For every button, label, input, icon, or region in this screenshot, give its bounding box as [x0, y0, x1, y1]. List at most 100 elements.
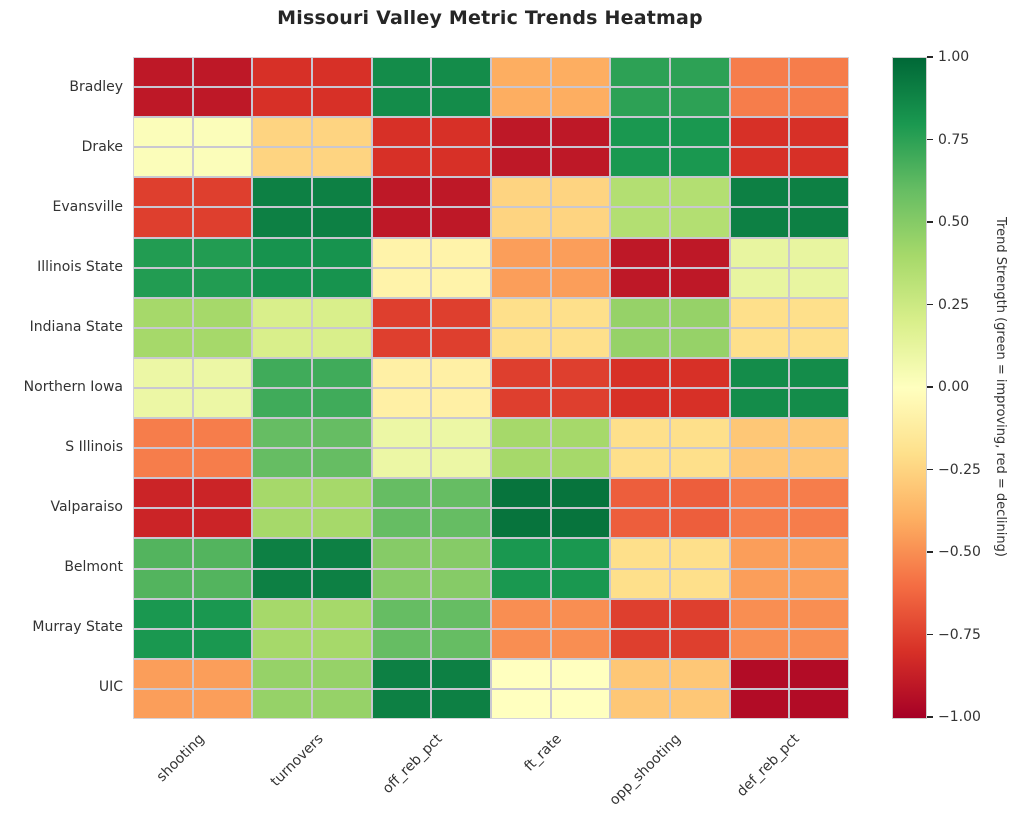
heatmap-cell-Evansville-shooting [193, 178, 252, 207]
heatmap-cell-UIC-def_reb_pct [790, 659, 848, 688]
y-tick-label: Drake [81, 139, 123, 155]
heatmap-cell-Belmont-def_reb_pct [790, 539, 848, 568]
heatmap-cell-Valparaiso-def_reb_pct [730, 509, 789, 538]
y-tick-label: Murray State [32, 619, 123, 635]
heatmap-cell-Indiana State-off_reb_pct [432, 328, 490, 357]
heatmap-cell-Northern Iowa-ft_rate [551, 358, 610, 387]
colorbar-tick-mark [927, 221, 933, 223]
heatmap-cell-Indiana State-def_reb_pct [730, 298, 789, 327]
heatmap-cell-Drake-shooting [134, 118, 192, 147]
heatmap-cell-S Illinois-off_reb_pct [432, 419, 490, 448]
heatmap-cell-UIC-turnovers [313, 689, 371, 718]
heatmap-cell-Belmont-turnovers [253, 569, 311, 598]
heatmap-cell-Drake-ft_rate [492, 118, 550, 147]
heatmap-cell-Northern Iowa-turnovers [313, 358, 371, 387]
heatmap-cell-Drake-opp_shooting [671, 118, 729, 147]
heatmap-cell-Murray State-off_reb_pct [432, 599, 490, 628]
heatmap-cell-Murray State-opp_shooting [611, 599, 669, 628]
heatmap-cell-UIC-shooting [134, 689, 192, 718]
heatmap-cell-S Illinois-opp_shooting [671, 419, 729, 448]
heatmap-cell-Northern Iowa-shooting [134, 389, 192, 418]
heatmap-cell-S Illinois-opp_shooting [611, 449, 669, 478]
heatmap-cell-Murray State-off_reb_pct [432, 629, 490, 658]
heatmap-cell-S Illinois-turnovers [253, 419, 311, 448]
heatmap-cell-Indiana State-ft_rate [492, 328, 550, 357]
heatmap-cell-Bradley-opp_shooting [671, 58, 729, 87]
heatmap-cell-UIC-ft_rate [551, 659, 610, 688]
heatmap-cell-Evansville-turnovers [313, 178, 371, 207]
heatmap-cell-Belmont-shooting [193, 569, 252, 598]
heatmap-cell-Northern Iowa-def_reb_pct [790, 358, 848, 387]
heatmap-cell-Illinois State-def_reb_pct [730, 268, 789, 297]
heatmap-cell-Bradley-def_reb_pct [730, 88, 789, 117]
heatmap-cell-Belmont-shooting [193, 539, 252, 568]
heatmap-cell-Belmont-ft_rate [551, 539, 610, 568]
heatmap-cell-Illinois State-ft_rate [551, 268, 610, 297]
colorbar-tick-label: −0.50 [938, 544, 981, 560]
heatmap-cell-S Illinois-off_reb_pct [372, 419, 431, 448]
heatmap-cell-Bradley-def_reb_pct [790, 58, 848, 87]
heatmap-cell-Drake-off_reb_pct [372, 118, 431, 147]
heatmap-cell-Valparaiso-ft_rate [492, 479, 550, 508]
heatmap-cell-Illinois State-ft_rate [492, 268, 550, 297]
colorbar-tick-mark [927, 56, 933, 58]
colorbar-tick-label: 0.00 [938, 379, 970, 395]
heatmap-cell-Evansville-off_reb_pct [372, 208, 431, 237]
colorbar-tick-mark [927, 716, 933, 718]
heatmap-cell-Evansville-ft_rate [551, 178, 610, 207]
colorbar [892, 57, 927, 719]
heatmap-cell-Drake-ft_rate [551, 118, 610, 147]
heatmap-cell-Illinois State-turnovers [253, 268, 311, 297]
heatmap-cell-Indiana State-shooting [134, 298, 192, 327]
heatmap-cell-Drake-ft_rate [492, 148, 550, 177]
heatmap-cell-Indiana State-def_reb_pct [730, 328, 789, 357]
heatmap-cell-Bradley-turnovers [313, 88, 371, 117]
heatmap-cell-Valparaiso-shooting [134, 509, 192, 538]
heatmap-cell-Bradley-shooting [193, 58, 252, 87]
heatmap-cell-Valparaiso-turnovers [253, 479, 311, 508]
colorbar-tick-label: −0.25 [938, 461, 981, 478]
heatmap-cell-Murray State-shooting [134, 629, 192, 658]
heatmap-cell-Bradley-shooting [134, 88, 192, 117]
heatmap-cell-Drake-turnovers [313, 148, 371, 177]
heatmap-cell-Murray State-off_reb_pct [372, 629, 431, 658]
heatmap-cell-Northern Iowa-ft_rate [551, 389, 610, 418]
heatmap-cell-Evansville-ft_rate [492, 208, 550, 237]
heatmap-cell-Bradley-ft_rate [492, 88, 550, 117]
heatmap-cell-Illinois State-def_reb_pct [730, 238, 789, 267]
heatmap-cell-Murray State-ft_rate [492, 599, 550, 628]
heatmap-cell-Northern Iowa-opp_shooting [671, 389, 729, 418]
colorbar-tick-mark [927, 468, 933, 471]
heatmap-cell-Evansville-opp_shooting [671, 208, 729, 237]
heatmap-cell-Bradley-shooting [193, 88, 252, 117]
y-tick-label: Indiana State [29, 319, 123, 335]
heatmap-cell-Drake-off_reb_pct [372, 148, 431, 177]
heatmap-cell-Belmont-opp_shooting [611, 539, 669, 568]
heatmap-cell-Belmont-off_reb_pct [372, 539, 431, 568]
y-tick-label: S Illinois [65, 439, 123, 455]
heatmap-cell-Belmont-shooting [134, 539, 192, 568]
heatmap-cell-Belmont-turnovers [313, 569, 371, 598]
heatmap-cell-Bradley-opp_shooting [611, 88, 669, 117]
heatmap-cell-Evansville-off_reb_pct [432, 178, 490, 207]
heatmap-cell-Valparaiso-turnovers [313, 509, 371, 538]
heatmap-cell-Drake-ft_rate [551, 148, 610, 177]
heatmap-cell-Northern Iowa-def_reb_pct [790, 389, 848, 418]
heatmap-cell-Murray State-turnovers [313, 599, 371, 628]
x-tick-label: def_reb_pct [733, 731, 803, 800]
heatmap-cell-Drake-def_reb_pct [790, 118, 848, 147]
heatmap-cell-Valparaiso-opp_shooting [611, 479, 669, 508]
heatmap-cell-Drake-shooting [134, 148, 192, 177]
colorbar-tick-label: 0.50 [938, 214, 970, 230]
heatmap-cell-Drake-def_reb_pct [730, 118, 789, 147]
heatmap-cell-Evansville-def_reb_pct [730, 178, 789, 207]
colorbar-tick-mark [927, 386, 933, 388]
heatmap-cell-Belmont-ft_rate [492, 539, 550, 568]
heatmap-cell-UIC-shooting [134, 659, 192, 688]
heatmap-cell-Illinois State-off_reb_pct [372, 268, 431, 297]
heatmap-cell-Valparaiso-shooting [193, 509, 252, 538]
heatmap-cell-Indiana State-opp_shooting [611, 328, 669, 357]
heatmap-cell-Northern Iowa-turnovers [253, 358, 311, 387]
heatmap-cell-UIC-shooting [193, 689, 252, 718]
heatmap-cell-Murray State-opp_shooting [611, 629, 669, 658]
